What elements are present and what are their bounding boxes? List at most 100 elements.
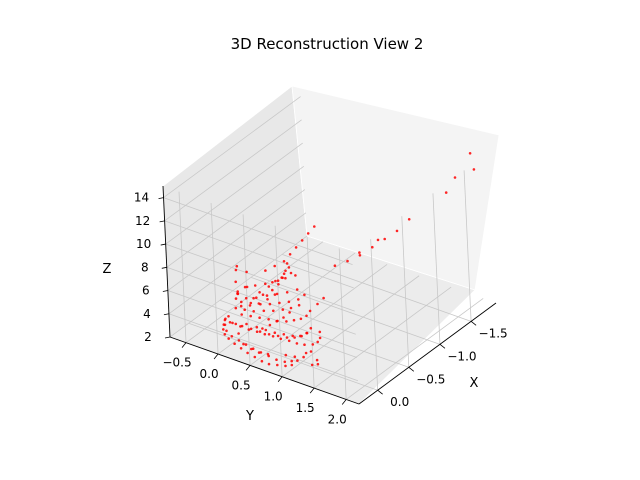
scatter-point	[273, 293, 277, 296]
scatter-point	[383, 237, 387, 241]
x-grid-line-floor	[188, 322, 378, 391]
scatter-point	[249, 314, 252, 318]
scatter-point	[264, 282, 267, 286]
scatter-point	[333, 264, 337, 268]
y-tick-mark	[309, 387, 315, 394]
scatter-point	[308, 309, 312, 313]
y-grid-line-left	[274, 225, 283, 377]
scatter-point	[303, 343, 306, 347]
scatter-point	[376, 238, 380, 242]
z-grid-line-left	[165, 243, 355, 312]
scatter-point	[271, 335, 275, 338]
z-tick-label: 6	[142, 284, 150, 298]
y-grid-line-floor	[217, 252, 356, 355]
y-tick-label: −0.5	[162, 356, 191, 370]
scatter-point	[236, 290, 239, 293]
x-grid-line-right	[432, 193, 441, 345]
scatter-point	[313, 225, 316, 228]
scatter-point	[267, 333, 271, 336]
z-tick-label: 14	[134, 191, 149, 205]
scatter-point	[234, 268, 238, 272]
y-axis-line	[169, 336, 360, 405]
x-grid-line-right	[370, 239, 379, 391]
y-tick-label: 1.5	[296, 401, 315, 415]
scatter-point	[309, 350, 313, 353]
scatter-point	[316, 340, 320, 344]
scatter-point	[472, 168, 476, 171]
z-tick-mark	[160, 243, 166, 246]
scatter-point	[255, 325, 259, 329]
x-tick-label: −0.5	[416, 372, 445, 386]
scatter-point	[295, 288, 299, 291]
scatter-point	[282, 333, 286, 336]
scatter-point	[294, 246, 298, 249]
scatter-point	[243, 285, 247, 289]
scatter-point	[304, 351, 308, 355]
scatter-point	[246, 351, 249, 355]
scatter-point	[294, 274, 297, 277]
scatter-point	[358, 251, 361, 254]
scatter-point	[285, 320, 288, 323]
scatter-point	[228, 321, 232, 324]
scatter-point	[303, 293, 306, 297]
scatter-point	[290, 359, 294, 363]
x-tick-label: 0.0	[390, 395, 409, 409]
y-grid-line-floor	[281, 275, 420, 378]
scatter-point	[310, 363, 314, 367]
x-tick-mark	[408, 366, 415, 372]
grid-lines	[163, 96, 484, 405]
y-tick-label: 0.5	[232, 378, 251, 392]
y-tick-label: 1.0	[264, 390, 283, 404]
scatter-point	[285, 336, 289, 339]
scatter-point	[371, 245, 374, 249]
scatter-point	[253, 355, 257, 359]
y-grid-line-left	[242, 214, 251, 366]
scatter-point	[249, 301, 253, 305]
scatter-point	[283, 360, 287, 364]
scatter-point	[268, 302, 272, 306]
scatter-point	[282, 272, 286, 276]
z-grid-line-back	[165, 142, 303, 245]
x-grid-line-floor	[281, 253, 472, 322]
scatter-point	[242, 342, 245, 346]
z-tick-mark	[161, 266, 167, 269]
x-tick-mark	[377, 389, 383, 395]
scatter-point	[235, 264, 239, 268]
scatter-point	[275, 319, 279, 323]
scatter-point	[276, 279, 280, 283]
scatter-point	[302, 355, 305, 359]
scatter-point	[284, 364, 287, 368]
scatter-point	[264, 328, 268, 332]
scatter-point	[255, 330, 259, 334]
scatter-point	[290, 363, 294, 367]
scatter-point	[284, 276, 287, 280]
z-axis-line	[162, 185, 171, 338]
z-tick-mark	[159, 220, 165, 223]
scatter-point	[305, 314, 308, 318]
x-grid-line-floor	[250, 276, 441, 345]
scatter-point	[453, 176, 457, 179]
scatter-point	[250, 347, 253, 351]
scatter-point	[305, 331, 308, 335]
z-tick-label: 8	[141, 260, 149, 274]
scatter-point	[227, 315, 230, 318]
scatter-point	[296, 359, 299, 362]
scatter-point	[240, 313, 243, 316]
scatter-point	[257, 351, 261, 354]
x-grid-line-right	[401, 216, 410, 368]
scatter-point	[271, 281, 274, 284]
z-tick-label: 4	[143, 307, 151, 321]
x-axis-line	[358, 302, 497, 405]
x-tick-mark	[439, 344, 446, 349]
scatter-point	[278, 301, 281, 305]
scatter-point	[222, 323, 226, 326]
scatter-point	[234, 306, 238, 310]
y-grid-line-floor	[345, 298, 484, 400]
tick-labels: 0.0−0.5−1.0−1.5−0.50.00.51.01.52.0246810…	[134, 191, 508, 427]
scatter-point	[248, 304, 252, 307]
scatter-point	[316, 302, 319, 306]
scatter-point	[287, 266, 291, 269]
scatter-point	[234, 297, 238, 300]
y-tick-mark	[213, 353, 219, 360]
scatter-point	[263, 332, 267, 336]
